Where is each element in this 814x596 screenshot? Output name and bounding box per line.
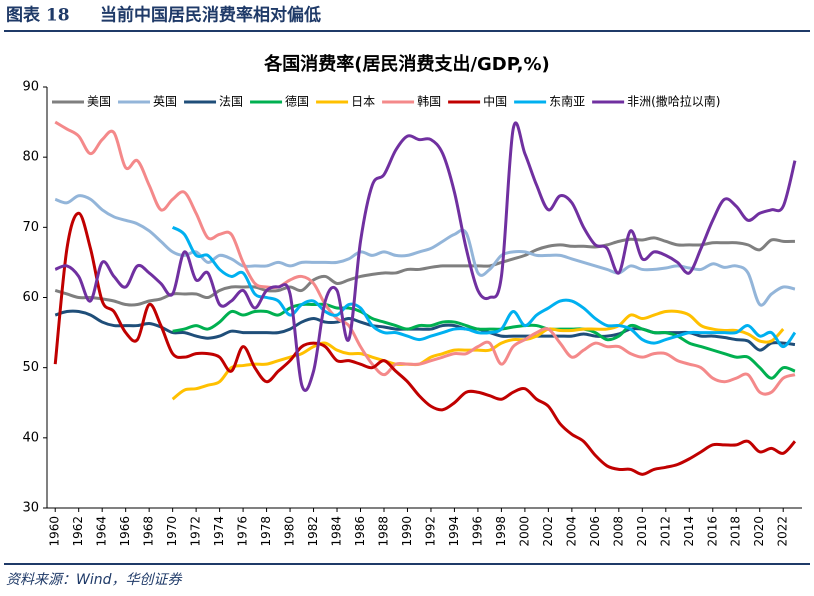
- x-tick-label: 2006: [588, 516, 602, 547]
- x-tick-label: 1974: [212, 516, 226, 547]
- legend-label: 中国: [483, 94, 507, 109]
- series-line: [54, 120, 796, 396]
- x-tick-label: 1962: [71, 516, 85, 547]
- header-label: 图表 18: [6, 5, 70, 26]
- y-tick-label: 30: [22, 501, 39, 516]
- x-tick-label: 2022: [776, 516, 790, 547]
- legend-label: 英国: [153, 95, 177, 109]
- x-tick-label: 1964: [95, 516, 109, 547]
- y-tick-label: 70: [22, 220, 39, 235]
- x-tick-label: 2020: [752, 516, 766, 547]
- series-line: [54, 194, 796, 307]
- chart-title: 各国消费率(居民消费支出/GDP,%): [263, 53, 550, 75]
- x-tick-label: 1972: [189, 516, 203, 547]
- x-tick-label: 1980: [283, 516, 297, 547]
- y-tick-label: 80: [22, 150, 39, 165]
- x-tick-label: 2004: [564, 516, 578, 547]
- y-tick-label: 40: [22, 430, 39, 445]
- legend-label: 韩国: [417, 94, 441, 109]
- legend-label: 德国: [285, 94, 309, 109]
- y-tick-label: 60: [22, 290, 39, 305]
- y-tick-label: 50: [22, 360, 39, 375]
- series-line: [172, 302, 796, 380]
- x-tick-label: 2008: [611, 516, 625, 547]
- series-line: [171, 309, 785, 401]
- x-tick-label: 1996: [470, 516, 484, 547]
- x-tick-label: 2010: [635, 516, 649, 547]
- x-tick-label: 1986: [353, 516, 367, 547]
- x-tick-label: 1992: [423, 516, 437, 547]
- x-tick-label: 2000: [517, 516, 531, 547]
- header-title: 当前中国居民消费率相对偏低: [100, 5, 321, 26]
- legend-label: 日本: [351, 95, 375, 109]
- x-tick-label: 1988: [376, 516, 390, 547]
- x-tick-label: 1970: [165, 516, 179, 547]
- legend-label: 法国: [219, 95, 243, 109]
- x-tick-label: 1960: [48, 516, 62, 547]
- series-line: [53, 211, 797, 476]
- series-line: [54, 236, 795, 307]
- x-tick-label: 1990: [400, 516, 414, 547]
- x-tick-label: 1998: [494, 516, 508, 547]
- legend-label: 美国: [87, 95, 111, 109]
- legend-label: 东南亚: [549, 94, 585, 109]
- series-line: [54, 121, 797, 392]
- x-tick-label: 1994: [447, 516, 461, 547]
- x-tick-label: 1968: [142, 516, 156, 547]
- x-tick-label: 1984: [330, 516, 344, 547]
- x-tick-label: 2002: [541, 516, 555, 547]
- y-tick-label: 90: [22, 80, 39, 95]
- x-tick-label: 2012: [658, 516, 672, 547]
- x-tick-label: 2018: [729, 516, 743, 547]
- footer-source: 资料来源：Wind，华创证券: [6, 572, 182, 588]
- series-line: [171, 225, 797, 349]
- x-tick-label: 1966: [118, 516, 132, 547]
- x-tick-label: 1978: [259, 516, 273, 547]
- x-tick-label: 1976: [236, 516, 250, 547]
- series-line: [54, 309, 796, 352]
- legend-label: 非洲(撒哈拉以南): [627, 94, 720, 109]
- x-tick-label: 2016: [705, 516, 719, 547]
- x-tick-label: 1982: [306, 516, 320, 547]
- x-tick-label: 2014: [682, 516, 696, 547]
